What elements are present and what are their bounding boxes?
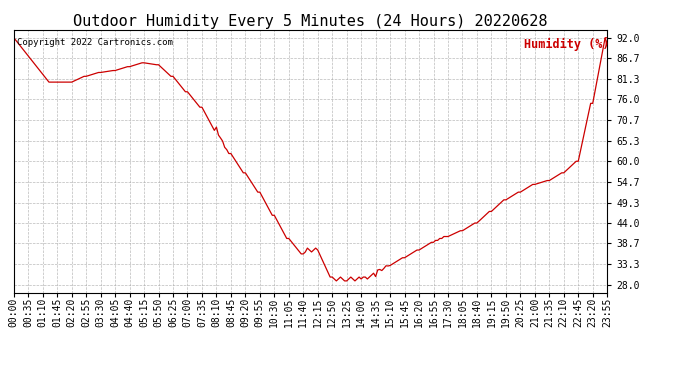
Text: Humidity (%): Humidity (%) xyxy=(524,38,610,51)
Text: Copyright 2022 Cartronics.com: Copyright 2022 Cartronics.com xyxy=(17,38,172,47)
Title: Outdoor Humidity Every 5 Minutes (24 Hours) 20220628: Outdoor Humidity Every 5 Minutes (24 Hou… xyxy=(73,14,548,29)
